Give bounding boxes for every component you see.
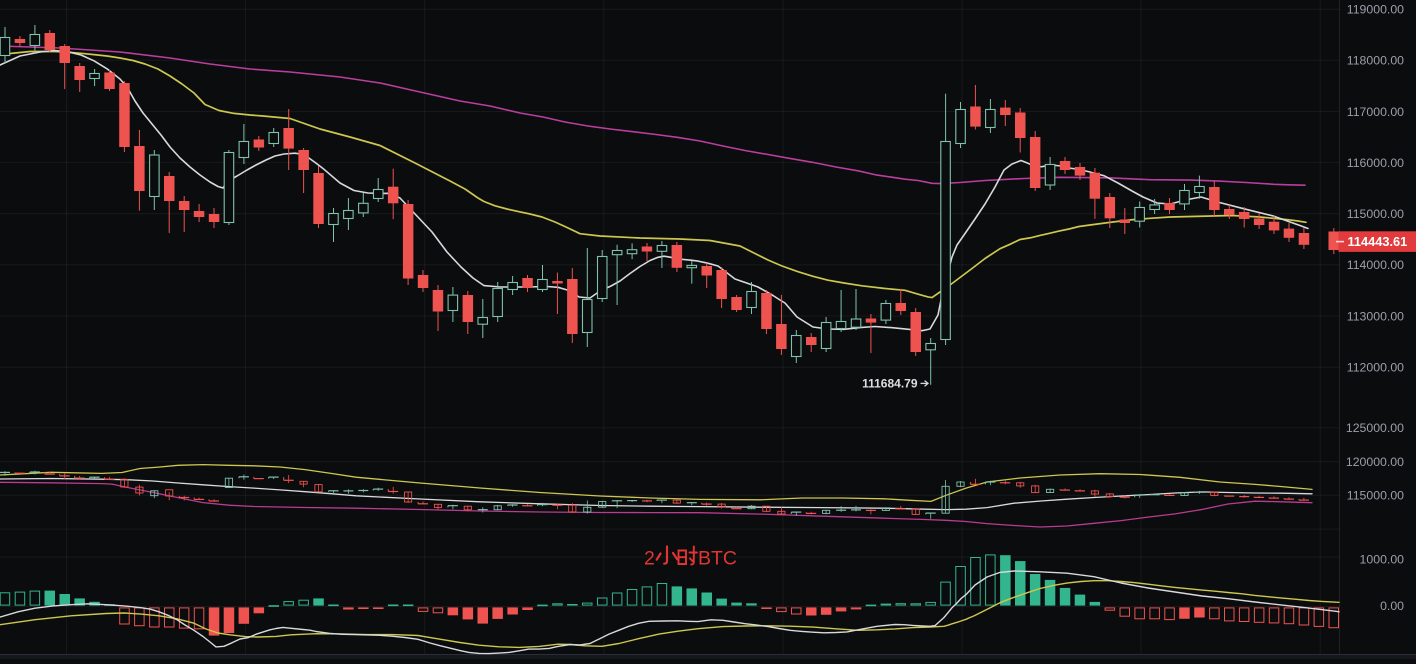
svg-text:112000.00: 112000.00 bbox=[1347, 361, 1404, 375]
svg-text:111684.79: 111684.79 bbox=[862, 377, 918, 391]
svg-text:118000.00: 118000.00 bbox=[1347, 54, 1404, 68]
svg-text:125000.00: 125000.00 bbox=[1346, 421, 1404, 435]
svg-text:116000.00: 116000.00 bbox=[1347, 156, 1404, 170]
svg-text:2: 2 bbox=[644, 548, 655, 570]
svg-text:114443.61: 114443.61 bbox=[1348, 234, 1408, 249]
svg-text:114000.00: 114000.00 bbox=[1347, 258, 1404, 272]
svg-text:119000.00: 119000.00 bbox=[1347, 3, 1404, 17]
svg-text:115000.00: 115000.00 bbox=[1347, 207, 1404, 221]
svg-text:BTC: BTC bbox=[698, 548, 737, 570]
svg-text:1000.00: 1000.00 bbox=[1360, 553, 1405, 567]
svg-text:115000.00: 115000.00 bbox=[1347, 489, 1404, 503]
svg-text:117000.00: 117000.00 bbox=[1347, 105, 1404, 119]
svg-text:0.00: 0.00 bbox=[1380, 599, 1404, 613]
svg-text:120000.00: 120000.00 bbox=[1346, 455, 1404, 469]
svg-text:113000.00: 113000.00 bbox=[1347, 309, 1404, 323]
